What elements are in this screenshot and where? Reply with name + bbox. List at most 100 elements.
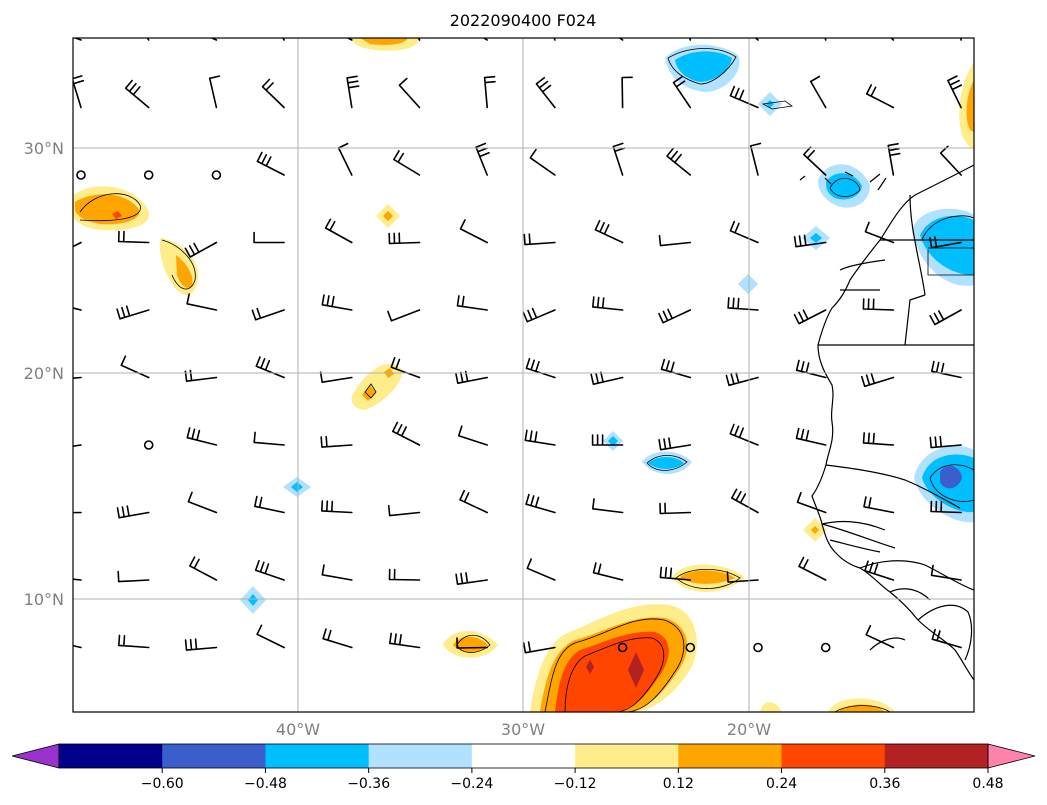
calm-wind-marker bbox=[685, 642, 696, 653]
calm-wind-marker bbox=[820, 642, 831, 653]
contour-lines bbox=[79, 48, 974, 712]
wind-barb bbox=[861, 372, 895, 388]
map-title: 2022090400 F024 bbox=[450, 11, 597, 30]
wind-barb bbox=[522, 307, 556, 323]
wind-barb bbox=[793, 309, 827, 325]
wind-barb bbox=[524, 429, 556, 446]
wind-barb bbox=[591, 434, 624, 446]
lon-label-30w: 30°W bbox=[501, 720, 545, 739]
wind-barb bbox=[592, 498, 624, 514]
wind-barb bbox=[186, 427, 218, 446]
wind-barb bbox=[795, 427, 827, 446]
wind-barb bbox=[796, 492, 827, 514]
colorbar-tick-label: 0.48 bbox=[972, 776, 1003, 792]
wind-barb bbox=[672, 76, 692, 109]
wind-barb bbox=[947, 75, 963, 109]
calm-wind-marker bbox=[143, 440, 154, 450]
colorbar-bin bbox=[781, 744, 886, 768]
wind-barb bbox=[282, 38, 285, 41]
wind-barb bbox=[809, 75, 827, 109]
colorbar-bin bbox=[884, 744, 989, 768]
colorbar-frame bbox=[58, 743, 989, 769]
colorbar-bin bbox=[575, 744, 679, 768]
wind-barb bbox=[658, 234, 692, 247]
wind-barb bbox=[187, 491, 218, 514]
wind-barb bbox=[890, 38, 895, 41]
wind-barb bbox=[457, 425, 488, 446]
wind-barb bbox=[456, 637, 488, 649]
colorbar-bin bbox=[471, 744, 576, 768]
wind-barb bbox=[251, 307, 285, 321]
colorbar-bin bbox=[162, 744, 266, 768]
wind-barb bbox=[256, 624, 285, 649]
wind-barb bbox=[321, 500, 353, 514]
wind-barb bbox=[658, 308, 692, 324]
wind-barb bbox=[726, 571, 759, 583]
wind-barb bbox=[390, 357, 421, 379]
wind-barb bbox=[795, 359, 827, 379]
wind-barb bbox=[319, 371, 353, 383]
wind-barb bbox=[73, 444, 82, 447]
wind-barb bbox=[862, 298, 895, 311]
colorbar-tick-label: 0.36 bbox=[869, 776, 900, 792]
lat-label-20n: 20°N bbox=[24, 364, 64, 383]
map-plot-area bbox=[73, 38, 974, 712]
colorbar: −0.60 −0.48 −0.36 −0.24 −0.12 0.12 0.24 0.36 0.4… bbox=[11, 743, 1036, 792]
calm-wind-marker bbox=[211, 170, 222, 180]
colorbar-bin bbox=[368, 744, 473, 768]
colorbar-tick-label: −0.24 bbox=[450, 776, 493, 792]
colorbar-tick-label: 0.24 bbox=[766, 776, 797, 792]
wind-barb bbox=[529, 148, 556, 176]
wind-barb bbox=[535, 76, 556, 109]
wind-barb bbox=[658, 437, 692, 451]
calm-wind-marker bbox=[753, 642, 763, 653]
lat-label-10n: 10°N bbox=[24, 590, 64, 609]
colorbar-tick-label: −0.48 bbox=[244, 776, 287, 792]
wind-barb bbox=[321, 294, 353, 311]
wind-barb bbox=[417, 38, 421, 41]
gridlines bbox=[73, 38, 974, 712]
wind-barb bbox=[209, 38, 218, 41]
calm-wind-marker bbox=[76, 170, 86, 180]
map-frame bbox=[72, 37, 975, 713]
wind-barb bbox=[254, 559, 285, 581]
wind-barb bbox=[793, 234, 827, 248]
wind-barb bbox=[727, 297, 759, 311]
wind-barb bbox=[754, 38, 759, 41]
colorbar-bin bbox=[59, 744, 163, 768]
wind-barb bbox=[865, 84, 895, 109]
wind-barb bbox=[929, 236, 962, 249]
calm-wind-marker bbox=[617, 642, 628, 653]
wind-barb bbox=[253, 231, 285, 244]
wind-barb bbox=[864, 560, 895, 581]
wind-barb bbox=[73, 578, 82, 581]
wind-barb bbox=[862, 432, 895, 446]
wind-barb bbox=[459, 489, 488, 514]
wind-barb bbox=[824, 38, 827, 41]
calm-wind-marker bbox=[143, 170, 154, 180]
wind-barb bbox=[731, 488, 759, 514]
wind-barb bbox=[254, 495, 285, 514]
wind-barb bbox=[459, 219, 488, 244]
colorbar-bin bbox=[265, 744, 370, 768]
wind-barb bbox=[803, 146, 827, 176]
wind-barb bbox=[388, 232, 421, 245]
colorbar-tick-label: −0.36 bbox=[347, 776, 390, 792]
wind-barb bbox=[929, 309, 962, 326]
colorbar-tick-label: 0.12 bbox=[663, 776, 694, 792]
wind-barb bbox=[73, 511, 82, 514]
wind-barbs bbox=[73, 38, 963, 654]
wind-barb bbox=[73, 241, 82, 248]
wind-barb bbox=[456, 295, 488, 311]
wind-barb bbox=[621, 76, 633, 109]
wind-barb bbox=[729, 423, 759, 446]
wind-barb bbox=[117, 230, 150, 244]
wind-barb bbox=[525, 357, 556, 379]
wind-barb bbox=[455, 370, 488, 384]
wind-barb bbox=[324, 218, 353, 244]
wind-barb bbox=[930, 500, 962, 514]
colorbar-tick-label: −0.12 bbox=[554, 776, 597, 792]
wind-barb bbox=[387, 309, 421, 322]
wind-barb bbox=[931, 360, 962, 379]
